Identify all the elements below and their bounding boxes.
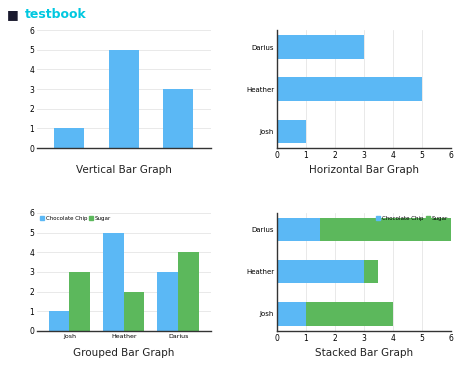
- Text: Stacked Bar Graph: Stacked Bar Graph: [314, 348, 412, 358]
- Text: ■: ■: [7, 8, 19, 21]
- Bar: [123, 291, 144, 331]
- Bar: [276, 260, 363, 284]
- Bar: [276, 302, 305, 326]
- Bar: [69, 272, 90, 331]
- Bar: [163, 89, 193, 148]
- Bar: [363, 260, 377, 284]
- Text: Vertical Bar Graph: Vertical Bar Graph: [76, 165, 171, 175]
- Bar: [276, 218, 319, 241]
- Text: testbook: testbook: [25, 8, 87, 21]
- Bar: [319, 218, 450, 241]
- Bar: [276, 77, 421, 101]
- Bar: [54, 128, 84, 148]
- Text: Grouped Bar Graph: Grouped Bar Graph: [73, 348, 174, 358]
- Bar: [276, 120, 305, 143]
- Bar: [109, 50, 139, 148]
- Bar: [178, 252, 198, 331]
- Bar: [157, 272, 178, 331]
- Legend: Chocolate Chip, Sugar: Chocolate Chip, Sugar: [375, 216, 447, 222]
- Bar: [276, 35, 363, 59]
- Bar: [49, 311, 69, 331]
- Bar: [103, 233, 123, 331]
- Text: Horizontal Bar Graph: Horizontal Bar Graph: [308, 165, 418, 175]
- Bar: [305, 302, 392, 326]
- Legend: Chocolate Chip, Sugar: Chocolate Chip, Sugar: [39, 216, 112, 222]
